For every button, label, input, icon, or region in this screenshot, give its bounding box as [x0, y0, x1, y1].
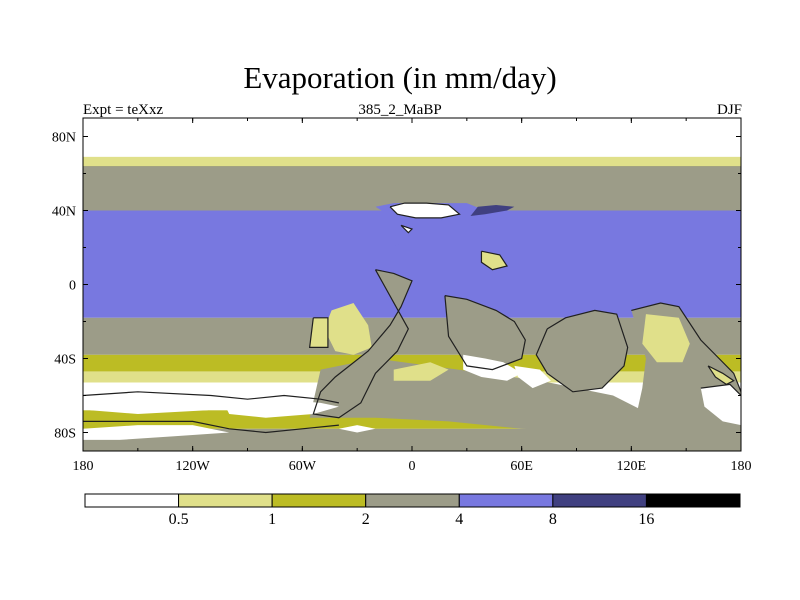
region-sa-desert-ring — [324, 303, 372, 355]
y-tick-label: 40S — [54, 353, 76, 368]
coastline-0 — [312, 269, 413, 419]
x-tick-label: 0 — [409, 459, 416, 474]
x-tick-label: 180 — [731, 459, 752, 474]
experiment-label: Expt = teXxz — [83, 102, 164, 118]
region-east-bottom — [700, 384, 741, 426]
coastline-7 — [308, 317, 329, 348]
axes: 180 120W 60W 0 60E 120E 180 80N 40N 0 40S 80S — [52, 118, 752, 474]
colorbar-swatch — [84, 493, 180, 508]
y-tick-label: 0 — [69, 279, 76, 294]
coastline-2 — [535, 309, 629, 393]
evap-band-4 — [83, 210, 741, 318]
region-africa-patch — [393, 362, 449, 381]
region-australia — [536, 310, 628, 392]
x-tick-label: 180 — [73, 459, 94, 474]
colorbar-label: 0.5 — [169, 511, 189, 528]
region-lake-island — [401, 225, 412, 233]
x-tick-label: 120W — [176, 459, 211, 474]
x-tick-label: 60E — [510, 459, 533, 474]
colorbar-swatch — [458, 493, 554, 508]
region-lake-island2 — [481, 251, 508, 270]
coastline-6 — [83, 420, 339, 434]
y-tick-label: 80N — [52, 131, 76, 146]
colorbar: 0.5 1 2 4 8 16 — [84, 493, 741, 528]
chart-title: Evaporation (in mm/day) — [243, 60, 557, 95]
colorbar-swatch — [271, 493, 367, 508]
season-label: DJF — [716, 102, 742, 118]
y-tick-label: 80S — [54, 427, 76, 442]
map-field — [83, 118, 741, 451]
coastline-9 — [700, 383, 741, 396]
region-af-desert — [463, 354, 522, 381]
evap-band-1 — [83, 156, 741, 167]
region-africa — [444, 295, 526, 370]
region-af-desert2 — [514, 365, 551, 389]
region-sa-patch — [309, 317, 328, 348]
coastline-4 — [389, 202, 461, 219]
region-north-america — [83, 166, 741, 211]
evap-band-0 — [83, 118, 741, 157]
coastline-10 — [707, 365, 735, 386]
region-na-desert — [390, 203, 460, 218]
x-tick-label: 60W — [289, 459, 317, 474]
subtitle-label: 385_2_MaBP — [358, 102, 442, 118]
region-west-white1 — [90, 395, 222, 414]
colorbar-swatch — [645, 493, 741, 508]
region-east-island — [708, 365, 734, 385]
coastline-8 — [480, 250, 509, 271]
region-west-white2 — [221, 399, 339, 418]
colorbar-label: 4 — [455, 511, 463, 528]
coastline-3 — [631, 302, 741, 393]
region-west-white3 — [83, 425, 230, 440]
colorbar-swatch — [365, 493, 460, 508]
colorbar-label: 16 — [638, 511, 654, 528]
region-tethys-deep — [470, 204, 515, 217]
colorbar-label: 1 — [268, 511, 276, 528]
y-tick-label: 40N — [52, 205, 76, 220]
colorbar-swatch — [552, 493, 647, 508]
x-tick-label: 120E — [617, 459, 647, 474]
region-au-desert-ring — [642, 314, 690, 363]
colorbar-label: 2 — [362, 511, 370, 528]
region-west-white4 — [338, 425, 376, 433]
colorbar-label: 8 — [549, 511, 557, 528]
coastline-11 — [400, 224, 414, 234]
coastline-1 — [444, 295, 526, 371]
coastline-5 — [83, 391, 340, 404]
evap-band-10 — [83, 428, 741, 451]
evap-band-5 — [83, 317, 741, 355]
colorbar-swatch — [178, 493, 273, 508]
region-lake-deep-small — [390, 243, 409, 255]
